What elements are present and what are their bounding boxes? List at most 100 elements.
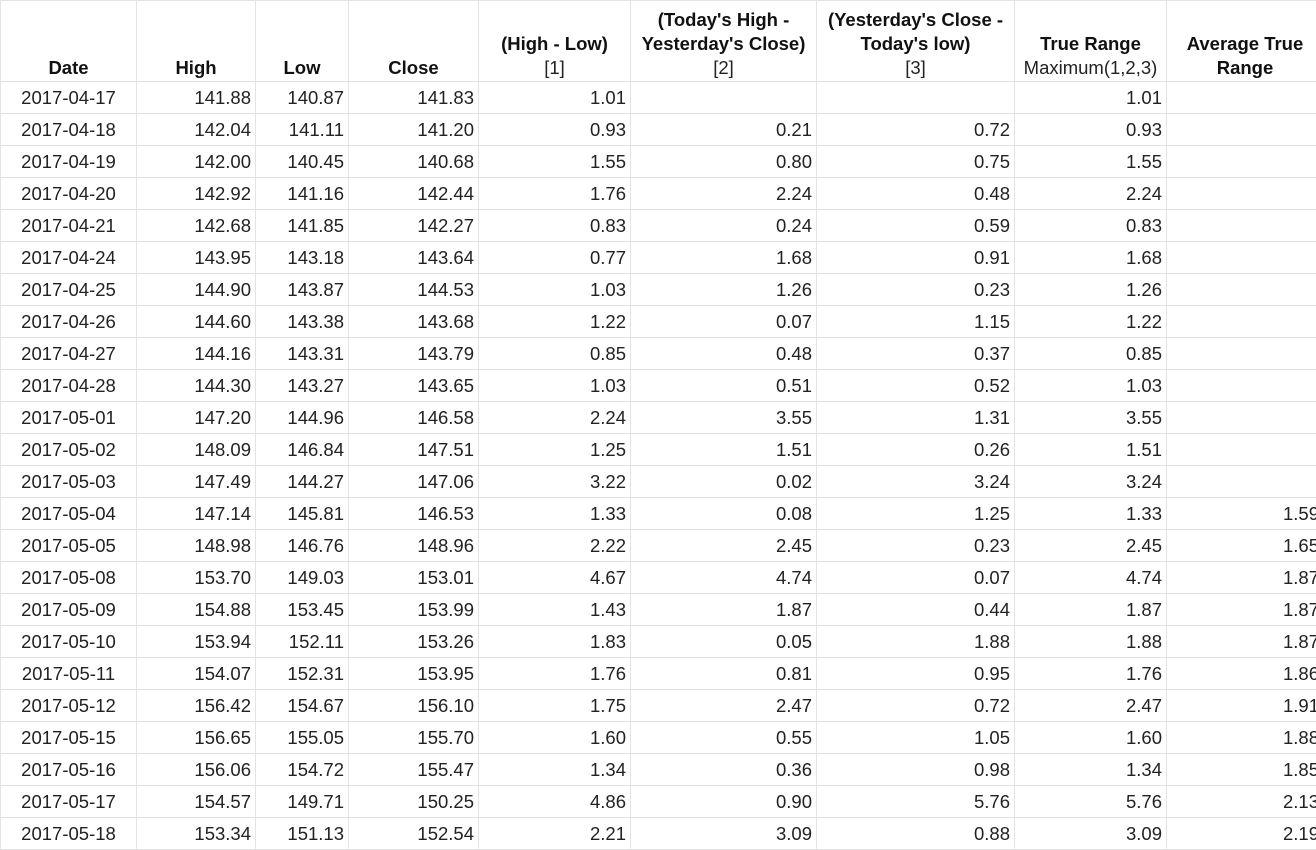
cell-hl[interactable]: 0.85 xyxy=(479,338,631,370)
cell-close[interactable]: 146.58 xyxy=(349,402,479,434)
cell-hl[interactable]: 2.22 xyxy=(479,530,631,562)
cell-date[interactable]: 2017-04-19 xyxy=(1,146,137,178)
cell-close[interactable]: 147.06 xyxy=(349,466,479,498)
cell-high[interactable]: 147.49 xyxy=(137,466,256,498)
cell-tr[interactable]: 1.60 xyxy=(1015,722,1167,754)
cell-hl[interactable]: 1.22 xyxy=(479,306,631,338)
cell-high[interactable]: 142.04 xyxy=(137,114,256,146)
cell-ycl[interactable]: 0.95 xyxy=(817,658,1015,690)
cell-tr[interactable]: 0.83 xyxy=(1015,210,1167,242)
cell-hl[interactable]: 1.43 xyxy=(479,594,631,626)
cell-close[interactable]: 150.25 xyxy=(349,786,479,818)
cell-high[interactable]: 156.65 xyxy=(137,722,256,754)
cell-low[interactable]: 141.85 xyxy=(256,210,349,242)
cell-close[interactable]: 140.68 xyxy=(349,146,479,178)
cell-tr[interactable]: 1.87 xyxy=(1015,594,1167,626)
cell-low[interactable]: 141.16 xyxy=(256,178,349,210)
cell-high[interactable]: 141.88 xyxy=(137,82,256,114)
cell-atr[interactable] xyxy=(1167,178,1316,210)
cell-tr[interactable]: 1.22 xyxy=(1015,306,1167,338)
cell-tr[interactable]: 2.24 xyxy=(1015,178,1167,210)
cell-hyc[interactable]: 0.48 xyxy=(631,338,817,370)
cell-close[interactable]: 153.95 xyxy=(349,658,479,690)
cell-high[interactable]: 156.06 xyxy=(137,754,256,786)
cell-high[interactable]: 148.98 xyxy=(137,530,256,562)
cell-high[interactable]: 148.09 xyxy=(137,434,256,466)
cell-low[interactable]: 144.96 xyxy=(256,402,349,434)
column-header-hl[interactable]: (High - Low)[1] xyxy=(479,1,631,82)
cell-hyc[interactable]: 0.05 xyxy=(631,626,817,658)
cell-date[interactable]: 2017-04-21 xyxy=(1,210,137,242)
cell-low[interactable]: 153.45 xyxy=(256,594,349,626)
cell-hl[interactable]: 1.83 xyxy=(479,626,631,658)
cell-date[interactable]: 2017-05-03 xyxy=(1,466,137,498)
cell-ycl[interactable]: 0.37 xyxy=(817,338,1015,370)
cell-tr[interactable]: 0.85 xyxy=(1015,338,1167,370)
cell-low[interactable]: 152.11 xyxy=(256,626,349,658)
cell-hl[interactable]: 1.03 xyxy=(479,274,631,306)
cell-hyc[interactable]: 3.55 xyxy=(631,402,817,434)
cell-hl[interactable]: 1.75 xyxy=(479,690,631,722)
cell-tr[interactable]: 1.51 xyxy=(1015,434,1167,466)
cell-close[interactable]: 142.27 xyxy=(349,210,479,242)
cell-hl[interactable]: 1.76 xyxy=(479,658,631,690)
cell-date[interactable]: 2017-05-08 xyxy=(1,562,137,594)
cell-tr[interactable]: 5.76 xyxy=(1015,786,1167,818)
cell-hl[interactable]: 1.55 xyxy=(479,146,631,178)
cell-tr[interactable]: 2.45 xyxy=(1015,530,1167,562)
cell-hyc[interactable]: 0.21 xyxy=(631,114,817,146)
cell-hyc[interactable]: 0.02 xyxy=(631,466,817,498)
cell-close[interactable]: 156.10 xyxy=(349,690,479,722)
cell-tr[interactable]: 1.55 xyxy=(1015,146,1167,178)
cell-hl[interactable]: 0.93 xyxy=(479,114,631,146)
cell-close[interactable]: 147.51 xyxy=(349,434,479,466)
cell-atr[interactable] xyxy=(1167,82,1316,114)
cell-close[interactable]: 141.83 xyxy=(349,82,479,114)
cell-tr[interactable]: 1.33 xyxy=(1015,498,1167,530)
cell-low[interactable]: 145.81 xyxy=(256,498,349,530)
cell-ycl[interactable]: 0.07 xyxy=(817,562,1015,594)
cell-hyc[interactable]: 1.87 xyxy=(631,594,817,626)
cell-hyc[interactable]: 2.24 xyxy=(631,178,817,210)
cell-high[interactable]: 143.95 xyxy=(137,242,256,274)
cell-atr[interactable]: 1.65 xyxy=(1167,530,1316,562)
cell-atr[interactable] xyxy=(1167,370,1316,402)
cell-ycl[interactable]: 0.75 xyxy=(817,146,1015,178)
cell-ycl[interactable]: 0.91 xyxy=(817,242,1015,274)
cell-hyc[interactable]: 1.26 xyxy=(631,274,817,306)
cell-low[interactable]: 143.38 xyxy=(256,306,349,338)
cell-ycl[interactable]: 3.24 xyxy=(817,466,1015,498)
cell-atr[interactable]: 1.87 xyxy=(1167,562,1316,594)
cell-date[interactable]: 2017-04-20 xyxy=(1,178,137,210)
column-header-date[interactable]: Date xyxy=(1,1,137,82)
cell-low[interactable]: 149.03 xyxy=(256,562,349,594)
cell-close[interactable]: 146.53 xyxy=(349,498,479,530)
cell-ycl[interactable]: 0.98 xyxy=(817,754,1015,786)
cell-close[interactable]: 143.64 xyxy=(349,242,479,274)
cell-date[interactable]: 2017-04-18 xyxy=(1,114,137,146)
cell-ycl[interactable]: 1.05 xyxy=(817,722,1015,754)
cell-close[interactable]: 153.01 xyxy=(349,562,479,594)
cell-close[interactable]: 141.20 xyxy=(349,114,479,146)
column-header-close[interactable]: Close xyxy=(349,1,479,82)
cell-high[interactable]: 154.88 xyxy=(137,594,256,626)
cell-atr[interactable] xyxy=(1167,338,1316,370)
cell-low[interactable]: 154.67 xyxy=(256,690,349,722)
cell-atr[interactable]: 1.86 xyxy=(1167,658,1316,690)
cell-date[interactable]: 2017-04-26 xyxy=(1,306,137,338)
cell-ycl[interactable]: 0.59 xyxy=(817,210,1015,242)
cell-date[interactable]: 2017-05-16 xyxy=(1,754,137,786)
cell-hyc[interactable]: 4.74 xyxy=(631,562,817,594)
cell-hyc[interactable]: 2.47 xyxy=(631,690,817,722)
cell-high[interactable]: 142.92 xyxy=(137,178,256,210)
cell-close[interactable]: 153.26 xyxy=(349,626,479,658)
cell-atr[interactable]: 1.59 xyxy=(1167,498,1316,530)
cell-hl[interactable]: 3.22 xyxy=(479,466,631,498)
cell-atr[interactable]: 1.91 xyxy=(1167,690,1316,722)
cell-low[interactable]: 149.71 xyxy=(256,786,349,818)
cell-atr[interactable] xyxy=(1167,306,1316,338)
cell-high[interactable]: 142.00 xyxy=(137,146,256,178)
cell-tr[interactable]: 2.47 xyxy=(1015,690,1167,722)
cell-tr[interactable]: 1.26 xyxy=(1015,274,1167,306)
